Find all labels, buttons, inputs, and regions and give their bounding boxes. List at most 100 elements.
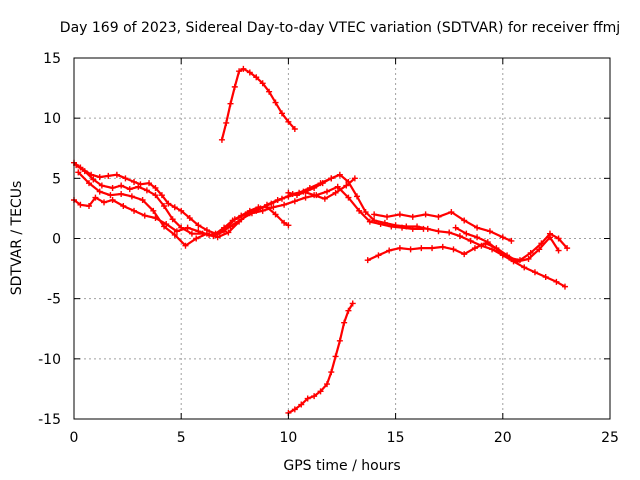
data-point [319, 180, 326, 187]
data-point [131, 178, 138, 185]
data-point [304, 395, 311, 402]
data-point [231, 216, 238, 223]
data-point [182, 242, 189, 249]
data-point [302, 188, 309, 195]
data-point [345, 194, 352, 201]
data-point [461, 251, 468, 258]
data-point [120, 203, 127, 210]
data-point [113, 171, 120, 178]
data-point [259, 207, 266, 214]
data-point [96, 188, 103, 195]
data-point [165, 200, 172, 207]
data-point [139, 196, 146, 203]
data-point [195, 228, 202, 235]
data-point [118, 182, 125, 189]
data-point [152, 192, 159, 199]
data-point [75, 169, 82, 176]
data-point [463, 230, 470, 237]
series-layer [71, 65, 571, 416]
data-point [236, 68, 243, 75]
data-point [323, 188, 330, 195]
data-point [163, 221, 170, 228]
data-point [161, 203, 168, 210]
data-point [158, 192, 165, 199]
data-point [293, 192, 300, 199]
data-point [384, 213, 391, 220]
data-point [150, 207, 157, 214]
data-point [538, 240, 545, 247]
data-point [392, 222, 399, 229]
data-point [452, 224, 459, 231]
data-point [238, 216, 245, 223]
data-point [471, 245, 478, 252]
x-tick-label: 20 [494, 430, 512, 446]
data-point [456, 233, 463, 240]
data-point [371, 211, 378, 218]
series-line [366, 236, 560, 263]
data-point [109, 184, 116, 191]
data-point [253, 74, 260, 81]
data-point [364, 257, 371, 264]
data-point [285, 118, 292, 125]
data-point [128, 193, 135, 200]
data-point [506, 254, 513, 261]
y-tick-label: -5 [47, 292, 61, 308]
data-point [223, 119, 230, 126]
data-point [343, 182, 350, 189]
data-point [122, 175, 129, 182]
data-point [375, 252, 382, 259]
data-point [214, 234, 221, 241]
data-point [173, 228, 180, 235]
data-point [499, 234, 506, 241]
data-point [484, 239, 491, 246]
data-point [555, 235, 562, 242]
data-point [446, 229, 453, 236]
data-point [345, 307, 352, 314]
data-point [169, 216, 176, 223]
data-point [334, 183, 341, 190]
data-point [291, 125, 298, 132]
data-point [564, 245, 571, 252]
data-point [323, 381, 330, 388]
y-tick-label: 0 [52, 232, 61, 248]
data-point [231, 83, 238, 90]
data-point [486, 228, 493, 235]
data-point [521, 264, 528, 271]
series-arc-8 [452, 224, 571, 264]
data-point [396, 211, 403, 218]
data-point [422, 211, 429, 218]
data-point [216, 229, 223, 236]
data-point [86, 180, 93, 187]
series-line [287, 302, 354, 415]
data-point [366, 218, 373, 225]
series-arc-10 [285, 300, 356, 416]
data-point [143, 187, 150, 194]
data-point [259, 80, 266, 87]
data-point [328, 369, 335, 376]
data-point [272, 99, 279, 106]
data-point [311, 393, 318, 400]
data-point [281, 201, 288, 208]
series-line [72, 161, 290, 235]
data-point [439, 243, 446, 250]
data-point [246, 69, 253, 76]
data-point [525, 255, 532, 262]
data-point [349, 300, 356, 307]
data-point [403, 223, 410, 230]
data-point [356, 207, 363, 214]
data-point [107, 192, 114, 199]
data-point [418, 245, 425, 252]
data-point [184, 224, 191, 231]
data-point [332, 353, 339, 360]
data-point [553, 278, 560, 285]
data-point [435, 228, 442, 235]
data-point [527, 249, 534, 256]
data-point [467, 237, 474, 244]
data-point [516, 257, 523, 264]
data-point [328, 175, 335, 182]
x-tick-label: 0 [70, 430, 79, 446]
data-point [248, 210, 255, 217]
data-point [351, 175, 358, 182]
data-point [561, 283, 568, 290]
data-point [341, 319, 348, 326]
